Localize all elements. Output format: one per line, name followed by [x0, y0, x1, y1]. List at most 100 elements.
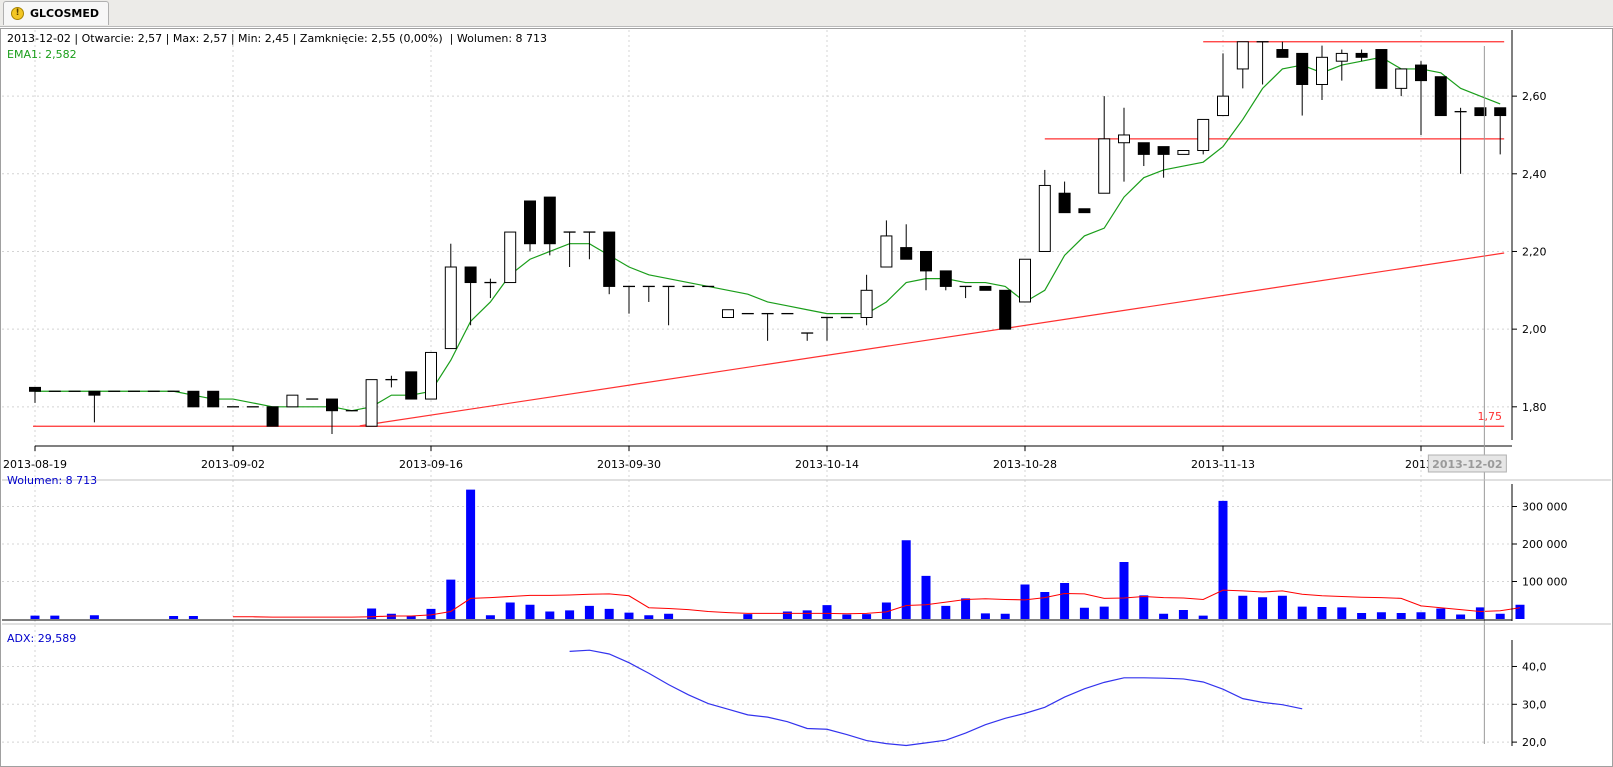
candle[interactable]: [959, 285, 972, 299]
volume-bar[interactable]: [545, 611, 555, 620]
volume-bar[interactable]: [446, 579, 456, 619]
candle[interactable]: [286, 394, 299, 408]
volume-bar[interactable]: [1159, 613, 1169, 619]
candle[interactable]: [1434, 76, 1447, 117]
candle[interactable]: [1197, 118, 1210, 155]
candle[interactable]: [900, 224, 913, 260]
volume-bar[interactable]: [50, 615, 60, 619]
volume-bar[interactable]: [584, 605, 594, 619]
candle[interactable]: [1494, 107, 1507, 155]
candle[interactable]: [920, 250, 932, 291]
candle[interactable]: [29, 386, 41, 403]
volume-bar[interactable]: [1000, 613, 1010, 619]
candle[interactable]: [1276, 41, 1289, 58]
volume-bar[interactable]: [89, 615, 99, 619]
volume-bar[interactable]: [901, 540, 911, 619]
volume-bar[interactable]: [1079, 607, 1089, 619]
volume-bar[interactable]: [406, 616, 416, 619]
stock-chart[interactable]: 1,80 2,00 2,20 2,40 2,60 1,75 2013-08-19 2013-0…: [0, 28, 1613, 767]
volume-bar[interactable]: [961, 598, 971, 619]
candle[interactable]: [1454, 107, 1467, 174]
candle[interactable]: [1137, 142, 1150, 167]
volume-bar[interactable]: [1198, 615, 1208, 619]
volume-bar[interactable]: [1337, 607, 1347, 619]
candle[interactable]: [187, 390, 200, 408]
volume-bar[interactable]: [822, 605, 832, 619]
candle[interactable]: [1335, 49, 1348, 81]
volume-bar[interactable]: [1040, 592, 1050, 619]
volume-bar[interactable]: [802, 610, 812, 619]
volume-bar[interactable]: [1099, 606, 1109, 619]
volume-bar[interactable]: [1258, 597, 1268, 619]
candle[interactable]: [999, 289, 1012, 330]
volume-bar[interactable]: [782, 611, 792, 620]
volume-bar[interactable]: [1456, 614, 1466, 620]
candle[interactable]: [464, 266, 477, 326]
candle[interactable]: [939, 270, 952, 291]
volume-bar[interactable]: [1060, 583, 1070, 619]
candlestick-panel[interactable]: [29, 41, 1507, 434]
candle[interactable]: [1078, 208, 1091, 214]
candle[interactable]: [385, 375, 398, 388]
volume-bar[interactable]: [941, 605, 951, 619]
volume-bar[interactable]: [565, 610, 575, 619]
volume-bar[interactable]: [188, 616, 198, 619]
candle[interactable]: [1474, 107, 1487, 117]
volume-bar[interactable]: [921, 575, 931, 619]
volume-bar[interactable]: [1178, 610, 1188, 619]
volume-bar[interactable]: [1515, 604, 1525, 619]
candle[interactable]: [1098, 96, 1111, 194]
volume-bar[interactable]: [505, 602, 515, 620]
candle[interactable]: [1296, 52, 1309, 116]
volume-bar[interactable]: [1238, 595, 1248, 619]
candle[interactable]: [1058, 181, 1071, 214]
candle[interactable]: [623, 285, 635, 314]
candle[interactable]: [860, 274, 873, 326]
candle[interactable]: [365, 379, 378, 427]
candle[interactable]: [543, 196, 556, 256]
volume-bar[interactable]: [862, 614, 872, 619]
candle[interactable]: [1217, 53, 1229, 117]
adx-panel[interactable]: [569, 649, 1303, 747]
volume-bar[interactable]: [842, 614, 852, 620]
candle[interactable]: [801, 332, 814, 341]
volume-bar[interactable]: [624, 612, 634, 619]
volume-bar[interactable]: [881, 602, 891, 620]
volume-bar[interactable]: [1475, 607, 1485, 619]
candle[interactable]: [425, 351, 437, 400]
volume-bar[interactable]: [1277, 595, 1287, 619]
volume-bar[interactable]: [644, 615, 654, 619]
volume-bar[interactable]: [1376, 612, 1386, 619]
candle[interactable]: [603, 231, 616, 295]
candle[interactable]: [979, 285, 992, 291]
candle[interactable]: [207, 390, 220, 408]
volume-bar[interactable]: [30, 615, 40, 619]
candle[interactable]: [563, 231, 576, 268]
volume-bar[interactable]: [1396, 613, 1406, 619]
candle[interactable]: [583, 231, 596, 260]
volume-bar[interactable]: [1317, 607, 1327, 619]
volume-bar[interactable]: [426, 608, 436, 619]
volume-bar[interactable]: [1436, 608, 1446, 620]
candle[interactable]: [1177, 150, 1190, 155]
candle[interactable]: [1256, 41, 1269, 85]
candle[interactable]: [524, 200, 536, 252]
volume-bar[interactable]: [1416, 612, 1426, 619]
candle[interactable]: [662, 285, 675, 326]
volume-bar[interactable]: [367, 608, 377, 620]
candle[interactable]: [1157, 146, 1170, 178]
volume-bar[interactable]: [1020, 584, 1030, 620]
volume-bar[interactable]: [604, 608, 614, 619]
volume-bar[interactable]: [664, 613, 674, 619]
candle[interactable]: [504, 231, 517, 284]
candle[interactable]: [642, 285, 655, 302]
volume-bar[interactable]: [1357, 613, 1367, 619]
tab-glcosmed[interactable]: ! GLCOSMED: [3, 1, 109, 25]
candle[interactable]: [1236, 41, 1249, 89]
volume-bar[interactable]: [1297, 606, 1307, 619]
candle[interactable]: [821, 316, 833, 341]
candle[interactable]: [326, 398, 338, 434]
volume-bar[interactable]: [980, 613, 990, 619]
volume-bar[interactable]: [743, 614, 753, 619]
volume-bar[interactable]: [466, 489, 476, 619]
